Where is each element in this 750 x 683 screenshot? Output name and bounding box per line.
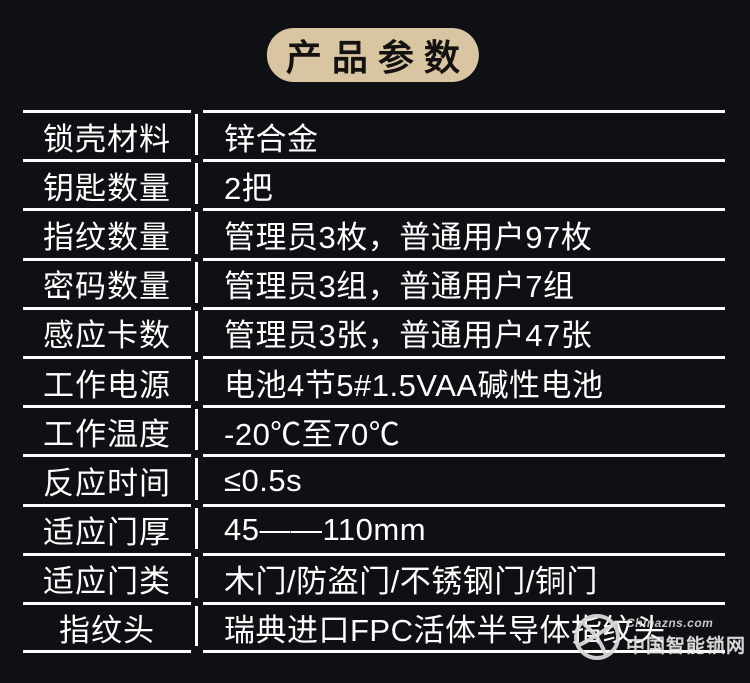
column-divider — [191, 356, 203, 405]
spec-label: 密码数量 — [23, 257, 191, 307]
table-row: 指纹头 瑞典进口FPC活体半导体指纹头 — [23, 602, 725, 654]
spec-label: 指纹数量 — [23, 208, 191, 257]
divider-line — [195, 163, 198, 205]
column-divider — [191, 405, 203, 454]
spec-value: 45——110mm — [203, 503, 725, 553]
column-divider — [191, 159, 203, 208]
spec-label: 适应门厚 — [23, 503, 191, 553]
table-row: 适应门类 木门/防盗门/不锈钢门/铜门 — [23, 552, 725, 602]
column-divider — [191, 258, 203, 307]
spec-value: ≤0.5s — [203, 454, 725, 503]
spec-value: -20℃至70℃ — [203, 405, 725, 454]
table-row: 工作温度 -20℃至70℃ — [23, 405, 725, 454]
spec-label: 锁壳材料 — [23, 110, 191, 159]
table-row: 指纹数量 管理员3枚，普通用户97枚 — [23, 208, 725, 257]
table-row: 密码数量 管理员3组，普通用户7组 — [23, 257, 725, 307]
spec-label: 钥匙数量 — [23, 159, 191, 208]
divider-line — [195, 606, 198, 647]
table-row: 锁壳材料 锌合金 — [23, 110, 725, 159]
table-row: 感应卡数 管理员3张，普通用户47张 — [23, 306, 725, 356]
column-divider — [191, 110, 203, 159]
product-params-badge: 产品参数 — [266, 28, 479, 82]
watermark: Chinazns.com 中国智能锁网 — [571, 611, 746, 663]
divider-line — [195, 212, 198, 254]
table-row: 钥匙数量 2把 — [23, 159, 725, 208]
divider-line — [195, 409, 198, 451]
divider-line — [195, 458, 198, 500]
spec-label: 指纹头 — [23, 602, 191, 654]
spec-value: 管理员3张，普通用户47张 — [203, 306, 725, 356]
spec-value: 管理员3枚，普通用户97枚 — [203, 208, 725, 257]
spec-value: 锌合金 — [203, 110, 725, 159]
divider-line — [195, 507, 198, 549]
spec-label: 感应卡数 — [23, 306, 191, 356]
spec-label: 工作电源 — [23, 356, 191, 405]
spec-label: 工作温度 — [23, 405, 191, 454]
column-divider — [191, 504, 203, 553]
divider-line — [195, 310, 198, 353]
divider-line — [195, 556, 198, 599]
watermark-site-url: Chinazns.com — [625, 616, 714, 630]
spec-label: 适应门类 — [23, 552, 191, 602]
divider-line — [195, 114, 198, 156]
spec-value: 电池4节5#1.5VAA碱性电池 — [203, 356, 725, 405]
spec-label: 反应时间 — [23, 454, 191, 503]
column-divider — [191, 602, 203, 653]
watermark-site-name: 中国智能锁网 — [625, 636, 746, 657]
divider-line — [195, 360, 198, 402]
chinazns-logo-icon — [573, 614, 620, 660]
watermark-text: Chinazns.com 中国智能锁网 — [626, 616, 746, 658]
spec-value: 2把 — [203, 159, 725, 208]
table-row: 反应时间 ≤0.5s — [23, 454, 725, 503]
column-divider — [191, 553, 203, 602]
spec-value: 瑞典进口FPC活体半导体指纹头 — [203, 602, 725, 654]
spec-value: 木门/防盗门/不锈钢门/铜门 — [203, 552, 725, 602]
column-divider — [191, 454, 203, 503]
divider-line — [195, 261, 198, 303]
spec-table: 锁壳材料 锌合金 钥匙数量 2把 指纹数量 管理员3枚，普通用户97枚 密码数量… — [23, 110, 725, 654]
table-row: 适应门厚 45——110mm — [23, 503, 725, 553]
column-divider — [191, 307, 203, 356]
badge-label: 产品参数 — [285, 37, 470, 78]
column-divider — [191, 208, 203, 257]
table-row: 工作电源 电池4节5#1.5VAA碱性电池 — [23, 356, 725, 405]
spec-value: 管理员3组，普通用户7组 — [203, 257, 725, 307]
